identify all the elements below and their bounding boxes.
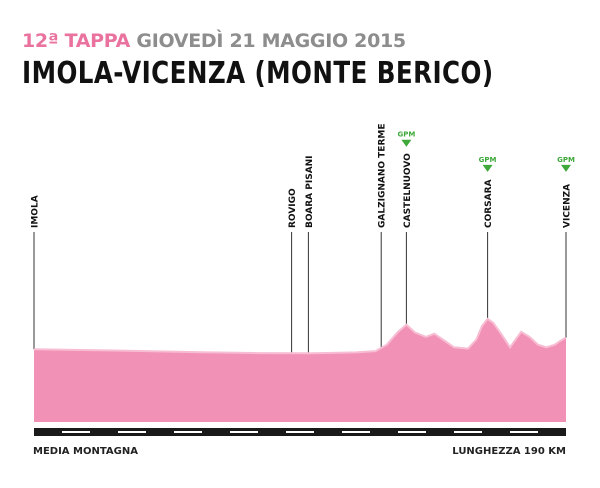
scale-segment [342, 431, 370, 433]
scale-segment [286, 431, 314, 433]
profile-area [33, 317, 567, 422]
scale-segment [510, 431, 538, 433]
gpm-label: GPM [397, 131, 415, 139]
gpm-label: GPM [479, 156, 497, 164]
place-labels: IMOLA ROVIGO BOARA PISANI GALZIGNANO TERME C… [31, 124, 575, 354]
scale-segment [62, 431, 90, 433]
profile-outline [33, 317, 567, 355]
stage-title: IMOLA-VICENZA (MONTE BERICO) [22, 56, 494, 91]
scale-segment [230, 431, 258, 433]
place-label: ROVIGO [288, 188, 298, 228]
place-label: CORSARA [484, 179, 494, 228]
place-label: IMOLA [31, 195, 41, 228]
scale-segment [398, 431, 426, 433]
place-label: CASTELNUOVO [403, 153, 413, 228]
gpm-icon [561, 164, 571, 172]
distance-scale-bar [34, 428, 594, 436]
place-label: GALZIGNANO TERME [378, 124, 388, 228]
profile-fill [34, 318, 566, 422]
scale-segment [454, 431, 482, 433]
place-label: VICENZA [563, 184, 573, 228]
stage-line: 12ª TAPPA GIOVEDÌ 21 MAGGIO 2015 [22, 30, 597, 52]
difficulty-category: MEDIA MONTAGNA [33, 446, 138, 457]
place-label: BOARA PISANI [305, 155, 315, 228]
scale-segment [566, 431, 594, 433]
scale-segment [118, 431, 146, 433]
stage-date: GIOVEDÌ 21 MAGGIO 2015 [136, 30, 406, 52]
gpm-label: GPM [557, 156, 575, 164]
stage-length: LUNGHEZZA 190 KM [452, 446, 566, 457]
stage-header: 12ª TAPPA GIOVEDÌ 21 MAGGIO 2015 IMOLA-V… [22, 30, 597, 91]
gpm-icon [482, 164, 493, 172]
gpm-icon [401, 139, 412, 147]
scale-segment [174, 431, 202, 433]
stage-number: 12ª TAPPA [22, 30, 131, 52]
